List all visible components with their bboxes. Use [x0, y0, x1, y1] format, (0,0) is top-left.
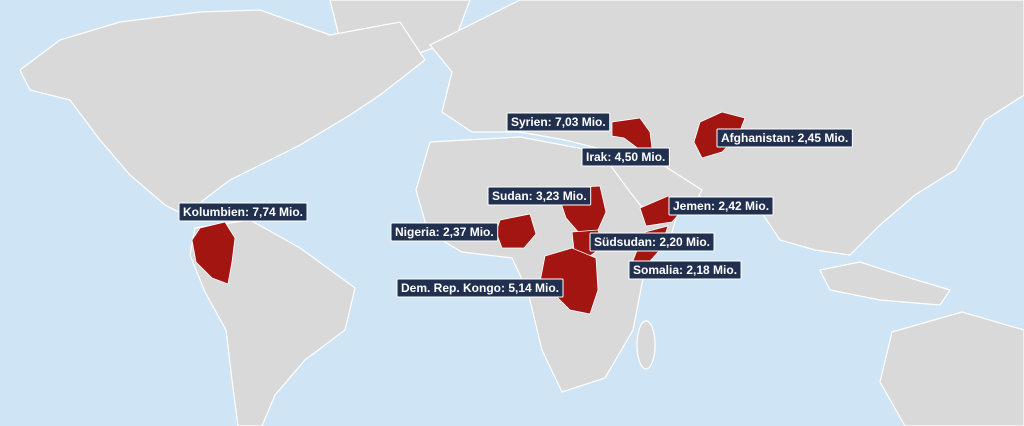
label-text: Dem. Rep. Kongo: 5,14 Mio. [401, 281, 559, 295]
label-box [506, 112, 611, 132]
label-box [668, 196, 774, 216]
madagascar [636, 320, 656, 370]
country-label: Irak: 4,50 Mio. [581, 147, 670, 167]
label-box [589, 232, 715, 252]
country-label: Sudan: 3,23 Mio. [487, 186, 592, 206]
label-text: Nigeria: 2,37 Mio. [395, 225, 494, 239]
south-america [189, 219, 356, 426]
labels: Kolumbien: 7,74 Mio. Syrien: 7,03 Mio. Ira… [178, 112, 853, 298]
label-text: Syrien: 7,03 Mio. [511, 115, 606, 129]
label-text: Afghanistan: 2,45 Mio. [721, 131, 848, 145]
label-text: Kolumbien: 7,74 Mio. [183, 205, 303, 219]
label-text: Somalia: 2,18 Mio. [633, 263, 737, 277]
label-box [628, 260, 742, 280]
label-text: Irak: 4,50 Mio. [586, 150, 665, 164]
label-text: Südsudan: 2,20 Mio. [594, 235, 710, 249]
north-america [19, 9, 426, 216]
label-box [178, 202, 308, 222]
country-label: Jemen: 2,42 Mio. [668, 196, 774, 216]
label-box [396, 278, 564, 298]
country-label: Südsudan: 2,20 Mio. [589, 232, 715, 252]
label-box [390, 222, 499, 242]
australia [879, 311, 1024, 426]
label-box [581, 147, 670, 167]
label-box [716, 128, 853, 148]
southeast-asia-islands [819, 261, 951, 306]
label-text: Jemen: 2,42 Mio. [673, 199, 769, 213]
country-label: Syrien: 7,03 Mio. [506, 112, 611, 132]
label-box [487, 186, 592, 206]
country-label: Afghanistan: 2,45 Mio. [716, 128, 853, 148]
country-label: Dem. Rep. Kongo: 5,14 Mio. [396, 278, 564, 298]
country-label: Somalia: 2,18 Mio. [628, 260, 742, 280]
country-label: Nigeria: 2,37 Mio. [390, 222, 499, 242]
colombia [191, 221, 236, 285]
country-label: Kolumbien: 7,74 Mio. [178, 202, 308, 222]
label-text: Sudan: 3,23 Mio. [492, 189, 587, 203]
